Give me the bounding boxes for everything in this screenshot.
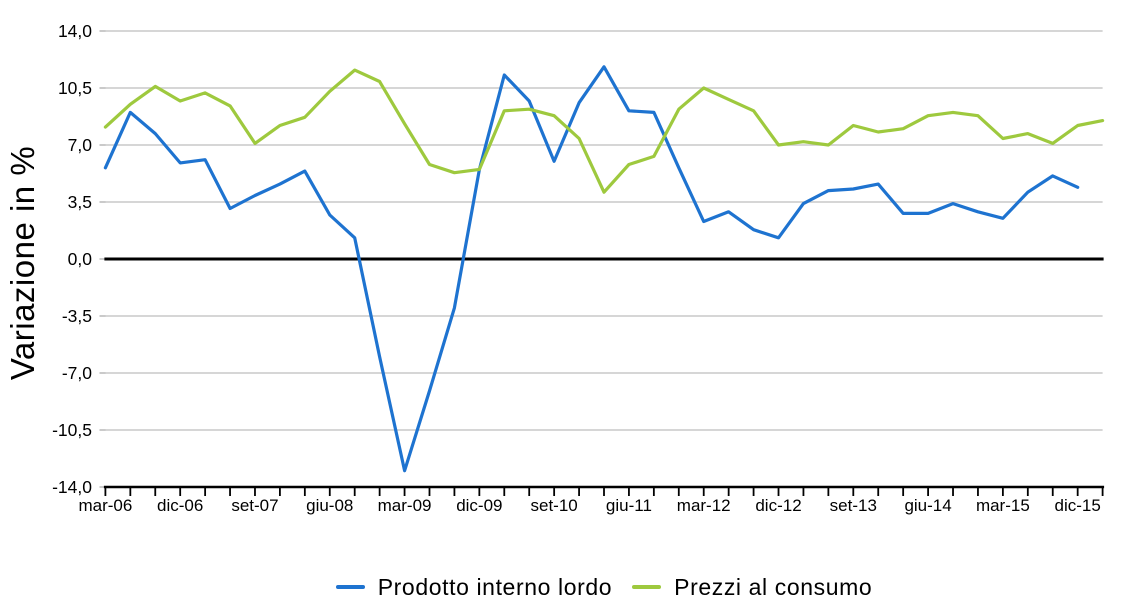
cpi-legend-label: Prezzi al consumo <box>674 573 873 600</box>
y-tick-label--14,0: -14,0 <box>52 477 92 497</box>
x-tick-label-dic-06: dic-06 <box>157 496 203 515</box>
gdp-line <box>103 65 1080 473</box>
y-tick-label--7,0: -7,0 <box>62 363 92 383</box>
x-tick-label-mar-15: mar-15 <box>976 496 1030 515</box>
x-tick-label-giu-08: giu-08 <box>306 496 353 515</box>
x-tick-label-dic-12: dic-12 <box>755 496 801 515</box>
y-tick-label-14,0: 14,0 <box>58 21 92 41</box>
x-tick-label-set-13: set-13 <box>830 496 877 515</box>
x-tick-label-mar-09: mar-09 <box>378 496 432 515</box>
y-axis-title: Variazione in % <box>4 145 41 381</box>
legend: Prodotto interno lordo Prezzi al consumo <box>105 570 1103 604</box>
gdp-line-swatch <box>335 585 365 589</box>
y-tick-label--3,5: -3,5 <box>62 306 92 326</box>
legend-item-gdp: Prodotto interno lordo <box>335 573 613 601</box>
x-tick-label-set-10: set-10 <box>531 496 578 515</box>
y-tick-label--10,5: -10,5 <box>52 420 92 440</box>
x-tick-label-dic-15: dic-15 <box>1055 496 1101 515</box>
y-tick-label-0,0: 0,0 <box>68 249 93 269</box>
cpi-line <box>103 68 1105 194</box>
y-tick-label-7,0: 7,0 <box>68 135 93 155</box>
y-tick-label-3,5: 3,5 <box>68 192 92 212</box>
gdp-legend-label: Prodotto interno lordo <box>377 573 613 600</box>
x-tick-label-giu-14: giu-14 <box>904 496 951 515</box>
x-tick-label-dic-09: dic-09 <box>456 496 502 515</box>
y-tick-label-10,5: 10,5 <box>58 78 92 98</box>
x-tick-label-giu-11: giu-11 <box>606 496 652 515</box>
x-tick-label-mar-12: mar-12 <box>677 496 731 515</box>
legend-item-cpi: Prezzi al consumo <box>632 574 872 601</box>
cpi-line-swatch <box>632 585 662 589</box>
x-tick-label-mar-06: mar-06 <box>78 496 132 515</box>
x-tick-label-set-07: set-07 <box>231 496 278 515</box>
